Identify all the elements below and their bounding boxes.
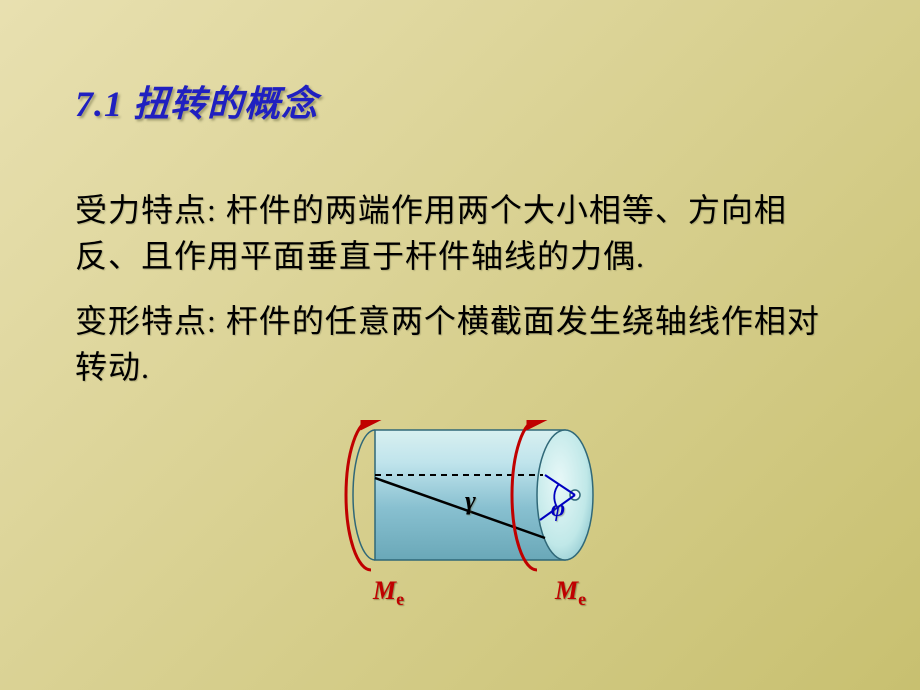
phi-label: φ	[551, 496, 565, 523]
moment-left-m: M	[373, 576, 396, 605]
section-heading: 7.1 扭转的概念	[75, 75, 845, 127]
slide: 7.1 扭转的概念 受力特点: 杆件的两端作用两个大小相等、方向相反、且作用平面…	[0, 0, 920, 690]
paragraph-deform: 变形特点: 杆件的任意两个横截面发生绕轴线作相对转动.	[75, 298, 845, 391]
cylinder-right-face	[537, 430, 593, 560]
moment-left-sub: e	[396, 589, 404, 609]
torsion-diagram: γ φ Me Me	[335, 420, 655, 620]
left-moment-arrow	[346, 420, 371, 570]
gamma-label: γ	[465, 486, 476, 516]
paragraph-force: 受力特点: 杆件的两端作用两个大小相等、方向相反、且作用平面垂直于杆件轴线的力偶…	[75, 187, 845, 280]
moment-left-label: Me	[373, 576, 404, 610]
moment-right-m: M	[555, 576, 578, 605]
cylinder-left-edge	[353, 430, 375, 560]
moment-right-sub: e	[578, 589, 586, 609]
moment-right-label: Me	[555, 576, 586, 610]
